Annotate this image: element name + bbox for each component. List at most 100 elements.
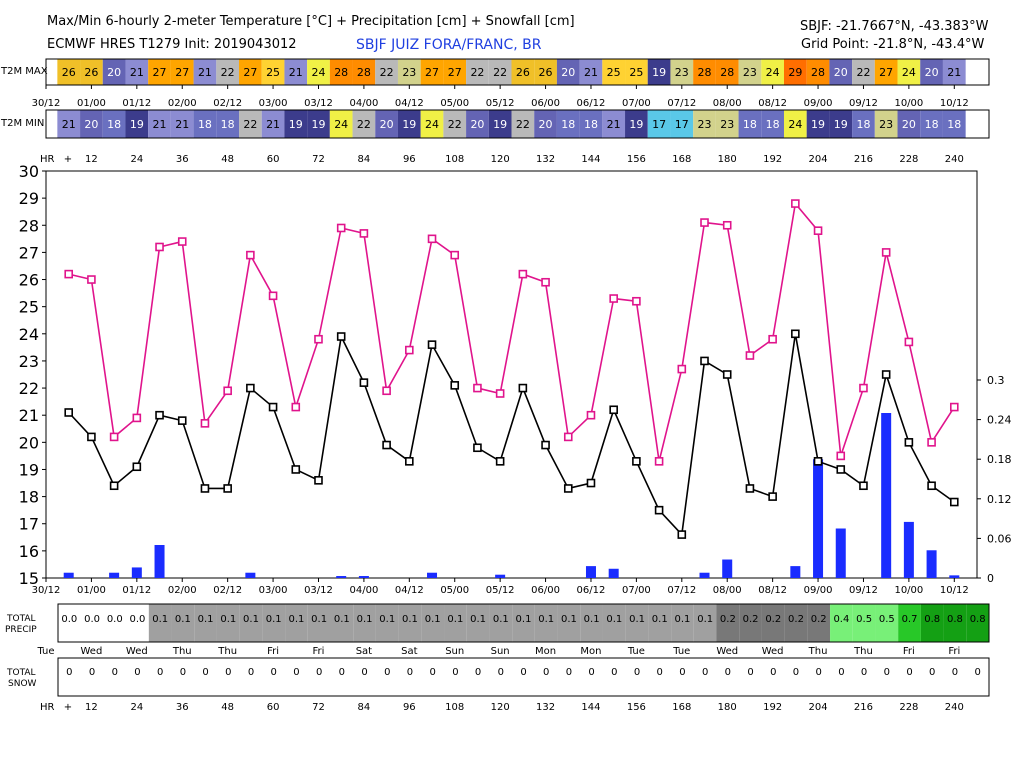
precip-cell [739,604,762,642]
precip-cell [285,604,308,642]
hr-tick-label: 156 [627,154,646,165]
tmax-point [927,438,936,447]
t2m-max-value: 23 [402,66,416,79]
t2m-min-cell [806,110,830,138]
tmin-point [359,378,369,387]
t2m-min-cell [693,110,716,138]
t2m-min-value: 19 [311,118,325,131]
hr-tick-label: 168 [672,154,691,165]
time-label-top: 10/12 [940,98,969,109]
precip-value: 0.1 [220,614,236,625]
precip-cell [216,604,240,642]
time-label-top: 06/12 [577,98,606,109]
precip-value: 0.1 [379,614,395,625]
t2m-min-value: 21 [266,118,280,131]
snow-value: 0 [498,667,504,678]
precip-bar [63,572,74,578]
tmin-point [768,492,777,501]
tmin-point [609,405,618,415]
hr-tick-label: 204 [809,154,828,165]
tmin-point [541,440,550,450]
precip-cell [648,604,672,642]
precip-value: 0.0 [84,614,100,625]
t2m-min-cell [942,110,966,138]
precip-cell [148,604,172,642]
tmin-point [904,438,914,447]
t2m-min-value: 22 [516,118,530,131]
t2m-min-value: 18 [743,118,757,131]
t2m-max-value: 23 [743,66,757,79]
t2m-max-value: 22 [470,66,484,79]
precip-cell [966,604,989,642]
hr-tick-label-bottom: 240 [945,702,964,713]
t2m-max-cell [375,59,398,85]
hr-tick-label-bottom: 192 [763,702,782,713]
t2m-min-cell [261,110,285,138]
t2m-max-cell [261,59,285,85]
hr-tick-label: 144 [581,154,600,165]
precip-value: 0.4 [833,614,849,625]
tmin-point [632,457,641,466]
precip-cell [512,604,535,642]
precip-cell [330,604,354,642]
tmax-point [359,229,369,238]
tmax-point [654,457,664,466]
precip-value: 0.2 [811,614,827,625]
t2m-max-frame [45,58,990,86]
time-label-bottom: 05/00 [440,585,469,596]
precip-value: 0.1 [538,614,554,625]
t2m-min-value: 22 [243,118,257,131]
t2m-min-cell [148,110,171,138]
t2m-max-cell [761,59,784,85]
t2m-max-cell [920,59,943,85]
tmax-point [791,199,800,208]
t2m-max-value: 22 [856,66,870,79]
time-label-bottom: 09/00 [804,585,833,596]
precip-value: 0.5 [879,614,895,625]
hr-tick-label: 12 [85,154,98,165]
t2m-max-value: 23 [675,66,689,79]
time-label-top: 09/00 [804,98,833,109]
snow-value: 0 [202,667,208,678]
day-label: Wed [126,646,148,657]
t2m-min-cell [443,110,467,138]
precip-cell [602,604,626,642]
t2m-min-cell [80,110,103,138]
hr-tick-label: 108 [445,154,464,165]
snow-value: 0 [679,667,685,678]
tmax-point [632,296,641,306]
tmax-point [382,386,391,396]
tmin-point [200,484,210,493]
time-label-bottom: 06/12 [577,585,606,596]
precip-value: 0.5 [856,614,872,625]
t2m-max-value: 26 [62,66,76,79]
hr-tick-label-bottom: 60 [267,702,280,713]
tmax-point [700,218,709,227]
t2m-max-cell [852,59,875,85]
tmin-point [291,465,301,474]
snow-value: 0 [475,667,481,678]
t2m-min-label: T2M MIN [0,118,44,129]
time-label-top: 09/12 [849,98,878,109]
precip-bar [495,574,506,578]
precip-cell [671,604,694,642]
precip-cell [693,604,717,642]
hr-tick-label-bottom: 204 [809,702,828,713]
tmax-point [473,383,482,393]
t2m-min-cell [488,110,512,138]
hr-tick-label: 60 [267,154,280,165]
precip-cell [784,604,808,642]
t2m-max-value: 28 [698,66,712,79]
time-label-bottom: 07/00 [622,585,651,596]
t2m-max-value: 27 [448,66,462,79]
hr-tick-label-bottom: 216 [854,702,873,713]
precip-bar [154,545,165,578]
tmax-point [836,451,846,461]
day-label: Sat [401,646,417,657]
precip-value: 0.1 [198,614,214,625]
grid-point: Grid Point: -21.8°N, -43.4°W [801,37,985,52]
precip-cell [421,604,445,642]
hr-tick-label: 96 [403,154,416,165]
hr-tick-label-bottom: 12 [85,702,98,713]
t2m-min-value: 18 [561,118,575,131]
